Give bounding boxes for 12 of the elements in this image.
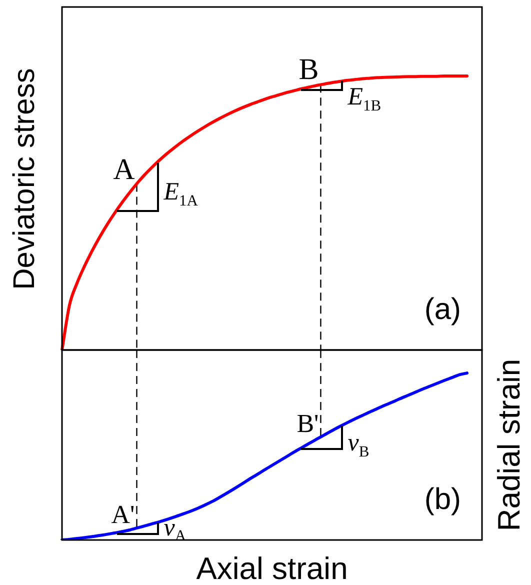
- annotation: B: [298, 53, 319, 86]
- annotation: E$_{1A}$: [164, 178, 198, 210]
- annotation: (b): [424, 483, 461, 516]
- annotation: (a): [424, 293, 461, 326]
- x-axis-title: Axial strain: [196, 551, 348, 585]
- y-axis-title: Deviatoric stress: [8, 68, 41, 290]
- annotation: E$_{1B}$: [348, 84, 382, 114]
- annotation: A': [111, 500, 135, 530]
- annotation: v$_{B}$: [348, 430, 370, 460]
- y2-axis-title: Radial strain: [492, 358, 526, 532]
- annotation: A: [113, 152, 135, 186]
- annotation: B': [296, 409, 319, 438]
